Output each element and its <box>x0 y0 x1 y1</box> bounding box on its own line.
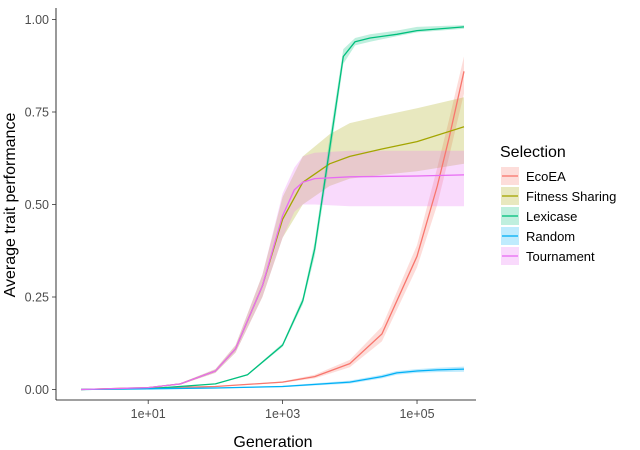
legend-item-ecoea: EcoEA <box>501 167 566 185</box>
lexicase-line <box>80 26 465 391</box>
y-axis-title: Average trait performance <box>2 113 19 298</box>
tournament-line <box>80 174 465 391</box>
confidence-bands <box>81 25 464 390</box>
x-tick-label: 1e+01 <box>131 407 166 421</box>
legend-label: Random <box>526 229 575 244</box>
y-tick-label: 0.00 <box>25 383 49 397</box>
legend-label: Lexicase <box>526 209 577 224</box>
series-lines <box>80 26 465 391</box>
fitness-sharing-band <box>81 97 464 390</box>
legend-title: Selection <box>500 144 566 161</box>
random-line <box>80 368 465 391</box>
legend-label: Fitness Sharing <box>526 189 616 204</box>
legend-item-fitness-sharing: Fitness Sharing <box>501 187 616 205</box>
legend-item-lexicase: Lexicase <box>501 207 577 225</box>
axes: 0.00 0.25 0.50 0.75 1.00 1e+01 1e+03 1e+05 <box>25 8 476 421</box>
legend-item-tournament: Tournament <box>501 247 595 265</box>
y-tick-label: 0.50 <box>25 198 49 212</box>
lexicase-band <box>81 25 464 390</box>
y-tick-label: 0.25 <box>25 291 49 305</box>
legend-label: Tournament <box>526 249 595 264</box>
tournament-band <box>81 150 464 390</box>
legend-item-random: Random <box>501 227 575 245</box>
x-tick-label: 1e+03 <box>265 407 300 421</box>
y-tick-label: 1.00 <box>25 13 49 27</box>
ecoea-band <box>81 56 464 390</box>
x-axis-title: Generation <box>233 434 312 450</box>
random-band <box>81 366 464 390</box>
y-tick-label: 0.75 <box>25 106 49 120</box>
ecoea-line <box>80 71 465 391</box>
x-tick-label: 1e+05 <box>399 407 434 421</box>
legend: Selection EcoEA Fitness Sharing Lexicase Ra… <box>500 144 616 265</box>
legend-label: EcoEA <box>526 169 566 184</box>
